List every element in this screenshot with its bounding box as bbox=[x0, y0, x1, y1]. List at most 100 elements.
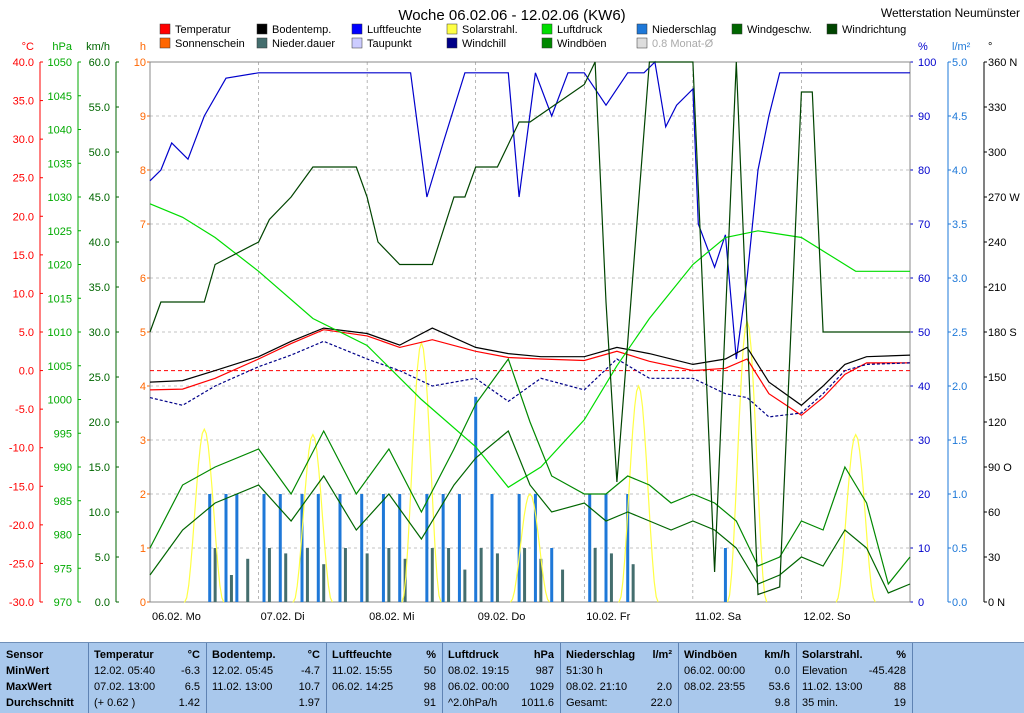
bar-niederdauer bbox=[305, 548, 309, 602]
stats-column: Temperatur °C 12.02. 05:40 -6.3 07.02. 13:00… bbox=[88, 643, 206, 713]
direction-tick-label: 240 bbox=[988, 237, 1006, 249]
hours-tick-label: 6 bbox=[140, 273, 146, 285]
hours-tick-label: 8 bbox=[140, 165, 146, 177]
temp-tick-label: 15.0 bbox=[13, 250, 34, 262]
temp-tick-label: -10.0 bbox=[9, 443, 34, 455]
bar-niederdauer bbox=[447, 548, 451, 602]
pressure-tick-label: 1010 bbox=[48, 327, 72, 339]
stats-cell-value: 91 bbox=[423, 697, 436, 709]
bar-niederschlag bbox=[723, 548, 727, 602]
legend-label: Niederschlag bbox=[652, 24, 716, 36]
bar-niederdauer bbox=[284, 553, 288, 602]
hours-tick-label: 5 bbox=[140, 327, 146, 339]
wind-tick-label: 25.0 bbox=[89, 372, 110, 384]
stats-cell-label: 08.02. 19:15 bbox=[448, 665, 510, 677]
stats-column-unit: hPa bbox=[533, 649, 554, 661]
stats-cell-label: 11.02. 13:00 bbox=[802, 681, 863, 693]
legend-label: Windböen bbox=[557, 38, 607, 50]
stats-cell-row: 35 min. 19 bbox=[796, 695, 912, 711]
bar-niederschlag bbox=[425, 494, 429, 602]
stats-cell-label: 12.02. 05:40 bbox=[94, 665, 156, 677]
wind-tick-label: 40.0 bbox=[89, 237, 110, 249]
series-windgeschw bbox=[149, 430, 911, 594]
hours-tick-label: 4 bbox=[140, 381, 146, 393]
direction-tick-label: 360 N bbox=[988, 57, 1017, 69]
stats-column-header: Niederschlag l/m² bbox=[560, 647, 678, 663]
bar-niederschlag bbox=[224, 494, 228, 602]
pressure-tick-label: 990 bbox=[54, 462, 72, 474]
stats-column-name: Solarstrahl. bbox=[802, 649, 863, 661]
stats-row-label: Sensor bbox=[0, 647, 88, 663]
wind-unit: km/h bbox=[86, 41, 110, 53]
legend-label: Bodentemp. bbox=[272, 24, 331, 36]
humidity-unit: % bbox=[918, 41, 928, 53]
wind-tick-label: 30.0 bbox=[89, 327, 110, 339]
stats-cell-label: 51:30 h bbox=[566, 665, 603, 677]
pressure-tick-label: 1050 bbox=[48, 57, 72, 69]
day-label: 12.02. So bbox=[803, 611, 850, 623]
station-name: Wetterstation Neumünster bbox=[881, 6, 1020, 20]
stats-cell-label: 11.02. 15:55 bbox=[332, 665, 393, 677]
bar-niederdauer bbox=[479, 548, 483, 602]
stats-column-name: Niederschlag bbox=[566, 649, 636, 661]
direction-tick-label: 0 N bbox=[988, 597, 1005, 609]
pressure-tick-label: 995 bbox=[54, 428, 72, 440]
temp-tick-label: -5.0 bbox=[15, 404, 34, 416]
legend-label: Luftdruck bbox=[557, 24, 603, 36]
legend-swatch bbox=[541, 23, 553, 35]
bar-niederschlag bbox=[300, 494, 304, 602]
series-luftfeuchte bbox=[149, 60, 910, 360]
bar-niederdauer bbox=[539, 558, 543, 602]
bar-niederdauer bbox=[609, 553, 613, 602]
rain-tick-label: 1.0 bbox=[952, 489, 967, 501]
bar-niederschlag bbox=[474, 396, 478, 602]
bar-niederschlag bbox=[381, 494, 385, 602]
stats-cell-label: 06.02. 00:00 bbox=[448, 681, 510, 693]
temp-tick-label: 0.0 bbox=[19, 366, 34, 378]
stats-cell-value: 53.6 bbox=[768, 681, 790, 693]
direction-tick-label: 150 bbox=[988, 372, 1006, 384]
bar-niederdauer bbox=[267, 548, 271, 602]
pressure-tick-label: 970 bbox=[54, 597, 72, 609]
bar-niederdauer bbox=[430, 548, 434, 602]
wind-tick-label: 15.0 bbox=[89, 462, 110, 474]
stats-cell-row: 51:30 h bbox=[560, 663, 678, 679]
legend-label: Luftfeuchte bbox=[367, 24, 421, 36]
pressure-tick-label: 1020 bbox=[48, 260, 72, 272]
stats-column-separator bbox=[88, 643, 89, 713]
bar-niederdauer bbox=[229, 575, 233, 602]
stats-cell-row: 06.02. 14:25 98 bbox=[326, 679, 442, 695]
pressure-tick-label: 1030 bbox=[48, 192, 72, 204]
bar-niederdauer bbox=[631, 564, 635, 602]
bar-niederdauer bbox=[213, 548, 217, 602]
series-luftdruck bbox=[149, 203, 910, 489]
legend-label: Solarstrahl. bbox=[462, 24, 518, 36]
wind-tick-label: 45.0 bbox=[89, 192, 110, 204]
humidity-tick-label: 90 bbox=[918, 111, 930, 123]
rain-unit: l/m² bbox=[952, 41, 971, 53]
humidity-tick-label: 10 bbox=[918, 543, 930, 555]
stats-column-separator bbox=[442, 643, 443, 713]
stats-column-header: Luftfeuchte% bbox=[326, 647, 442, 663]
bar-niederschlag bbox=[550, 548, 554, 602]
legend-swatch bbox=[159, 37, 171, 49]
stats-cell-value: 1.42 bbox=[178, 697, 200, 709]
bar-niederdauer bbox=[246, 558, 250, 602]
bar-niederschlag bbox=[517, 494, 521, 602]
stats-column-unit: % bbox=[426, 649, 436, 661]
stats-column-header: Luftdruck hPa bbox=[442, 647, 560, 663]
bar-niederschlag bbox=[262, 494, 266, 602]
temp-tick-label: -30.0 bbox=[9, 597, 34, 609]
stats-cell-value: 1.97 bbox=[298, 697, 320, 709]
stats-cell-value: -4.7 bbox=[301, 665, 320, 677]
stats-cell-value: 50 bbox=[423, 665, 436, 677]
hours-tick-label: 7 bbox=[140, 219, 146, 231]
stats-column-unit: °C bbox=[307, 649, 320, 661]
stats-column: Bodentemp. °C 12.02. 05:45 -4.7 11.02. 13:00… bbox=[206, 643, 326, 713]
legend-swatch bbox=[446, 37, 458, 49]
stats-cell-value: 1029 bbox=[529, 681, 554, 693]
stats-cell-label: 07.02. 13:00 bbox=[94, 681, 156, 693]
direction-tick-label: 270 W bbox=[988, 192, 1020, 204]
stats-panel: Sensor MinWert MaxWert Durchschnitt Temperat… bbox=[0, 642, 1024, 713]
stats-column-header: Windböen km/h bbox=[678, 647, 796, 663]
